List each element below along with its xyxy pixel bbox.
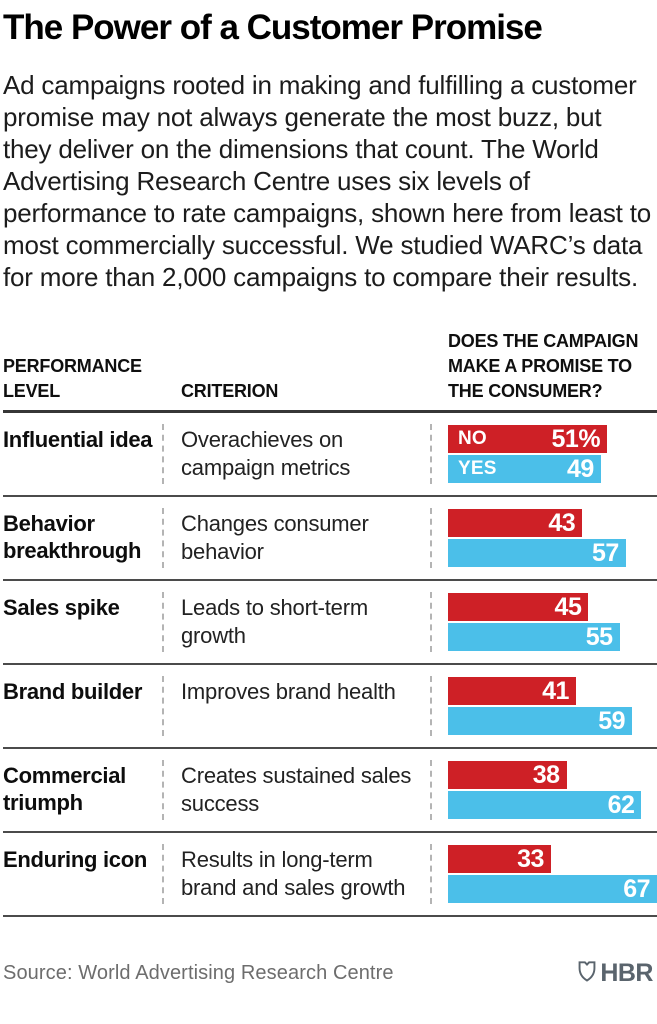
performance-level-label: Enduring icon: [3, 847, 147, 872]
column-divider: [162, 760, 164, 820]
bar-no: 45: [448, 592, 589, 621]
table-row: Commercial triumph Creates sustained sal…: [3, 749, 657, 833]
bar-yes: 62: [448, 790, 642, 819]
criterion-text: Leads to short-term growth: [181, 595, 368, 648]
column-divider: [430, 844, 432, 904]
bar-yes: 67: [448, 875, 657, 903]
column-divider: [430, 592, 432, 652]
hbr-logo: HBR: [578, 959, 653, 988]
bar-no: 38: [448, 761, 567, 789]
bar-group: 43 57: [431, 497, 657, 579]
bar-no-value: 45: [554, 592, 582, 621]
criterion-text: Creates sustained sales success: [181, 763, 412, 816]
bar-no-value: 51%: [551, 424, 601, 453]
bar-yes: 55: [448, 623, 620, 651]
table-header-row: PERFORMANCE LEVEL CRITERION DOES THE CAM…: [3, 329, 657, 413]
bar-group: 45 55: [431, 581, 657, 663]
criterion-text: Results in long-term brand and sales gro…: [181, 847, 406, 900]
bar-yes: YES 49: [448, 455, 601, 483]
bar-yes-legend: YES: [458, 458, 497, 479]
table-row: Enduring icon Results in long-term brand…: [3, 833, 657, 917]
column-divider: [162, 592, 164, 652]
hbr-shield-icon: [578, 960, 596, 987]
col-header-criterion: CRITERION: [181, 381, 279, 401]
footer: Source: World Advertising Research Centr…: [3, 959, 657, 988]
performance-table: PERFORMANCE LEVEL CRITERION DOES THE CAM…: [3, 329, 657, 917]
bar-yes-value: 67: [623, 874, 650, 903]
criterion-text: Overachieves on campaign metrics: [181, 427, 351, 480]
intro-text: Ad campaigns rooted in making and fulfil…: [3, 70, 651, 292]
column-divider: [430, 676, 432, 736]
performance-level-label: Influential idea: [3, 427, 153, 452]
performance-level-label: Brand builder: [3, 679, 143, 704]
hbr-logo-text: HBR: [600, 959, 653, 987]
performance-level-label: Sales spike: [3, 595, 120, 620]
criterion-text: Improves brand health: [181, 679, 396, 704]
col-header-performance-level: PERFORMANCE LEVEL: [3, 356, 142, 401]
bar-no: 41: [448, 677, 576, 705]
col-header-promise: DOES THE CAMPAIGN MAKE A PROMISE TO THE …: [448, 331, 639, 401]
column-divider: [162, 676, 164, 736]
column-divider: [162, 844, 164, 904]
bar-yes-value: 49: [567, 454, 594, 483]
bar-group: 33 67: [431, 833, 657, 915]
column-divider: [430, 508, 432, 568]
table-row: Brand builder Improves brand health 41 5…: [3, 665, 657, 749]
bar-yes-value: 59: [598, 706, 626, 735]
bar-yes: 59: [448, 706, 633, 735]
bar-group: NO 51% YES 49: [431, 413, 657, 495]
bar-yes-value: 55: [585, 622, 613, 651]
bar-no-value: 41: [542, 676, 569, 705]
bar-no: 43: [448, 508, 583, 537]
bar-yes-value: 62: [607, 790, 635, 819]
column-divider: [162, 424, 164, 484]
bar-no-value: 43: [548, 508, 576, 537]
criterion-text: Changes consumer behavior: [181, 511, 369, 564]
source-credit: Source: World Advertising Research Centr…: [3, 962, 394, 984]
bar-no-value: 38: [532, 760, 560, 789]
bar-no-value: 33: [517, 844, 544, 873]
bar-no: 33: [448, 845, 551, 873]
bar-yes: 57: [448, 539, 626, 567]
table-row: Behavior breakthrough Changes consumer b…: [3, 497, 657, 581]
table-row: Influential idea Overachieves on campaig…: [3, 413, 657, 497]
bar-no-legend: NO: [458, 428, 487, 449]
page-title: The Power of a Customer Promise: [3, 8, 543, 47]
performance-level-label: Behavior breakthrough: [3, 511, 142, 563]
bar-no: NO 51%: [448, 424, 608, 453]
bar-group: 41 59: [431, 665, 657, 747]
column-divider: [162, 508, 164, 568]
performance-level-label: Commercial triumph: [3, 763, 126, 815]
table-row: Sales spike Leads to short-term growth 4…: [3, 581, 657, 665]
bar-group: 38 62: [431, 749, 657, 831]
bar-yes-value: 57: [591, 538, 619, 567]
column-divider: [430, 760, 432, 820]
column-divider: [430, 424, 432, 484]
